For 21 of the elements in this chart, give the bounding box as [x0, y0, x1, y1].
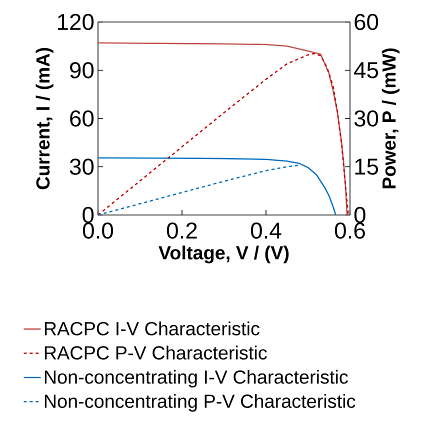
y2-tick-label: 0 — [354, 206, 366, 224]
y2-tick-label: 45 — [354, 62, 378, 78]
y-tick-label: 120 — [58, 14, 94, 30]
legend-label: Non-concentrating P-V Characteristic — [44, 394, 356, 412]
x-tick-label: 0.0 — [82, 222, 114, 239]
x-tick-label: 0.6 — [334, 222, 365, 239]
x-tick-label: 0.2 — [166, 222, 197, 239]
legend-label: Non-concentrating I-V Characteristic — [44, 370, 348, 388]
y-tick-label: 60 — [70, 110, 94, 127]
x-axis-title: Voltage, V / (V) — [158, 246, 289, 264]
y-tick-label: 30 — [70, 158, 94, 175]
y2-axis-title: Power, P / (mW) — [382, 48, 400, 188]
x-tick-label: 0.4 — [250, 222, 282, 239]
legend-label: RACPC I-V Characteristic — [44, 321, 260, 336]
y-tick-label: 0 — [82, 206, 94, 224]
y2-tick-label: 60 — [354, 14, 378, 30]
legend-label: RACPC P-V Characteristic — [44, 346, 267, 360]
y2-tick-label: 15 — [355, 158, 378, 175]
y2-tick-label: 30 — [354, 110, 378, 127]
y-axis-title: Current, I / (mA) — [36, 48, 54, 190]
y-tick-label: 90 — [70, 62, 94, 78]
